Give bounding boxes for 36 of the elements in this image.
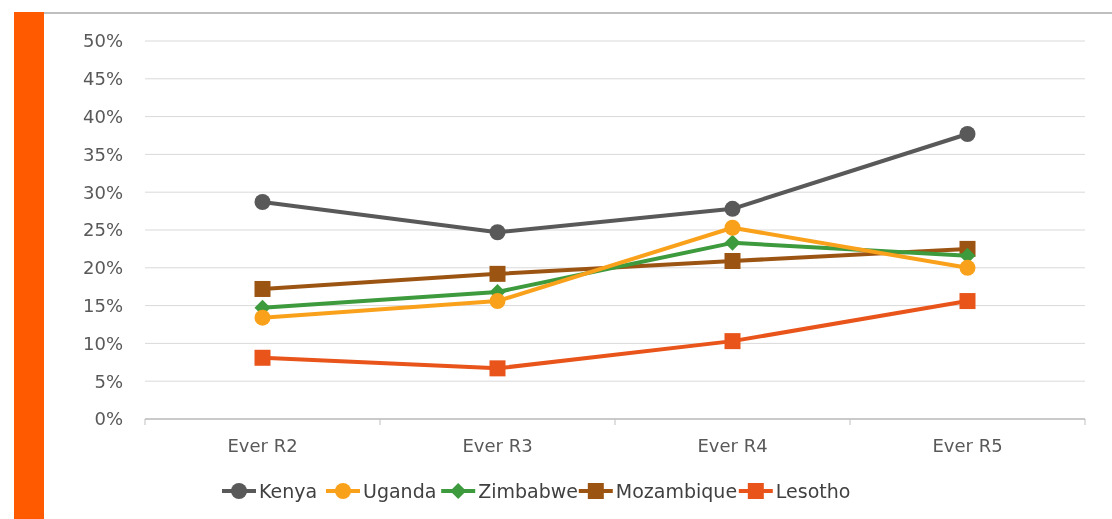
y-tick-label: 20% bbox=[82, 257, 123, 279]
legend-label: Mozambique bbox=[615, 479, 738, 502]
y-tick-label: 50% bbox=[82, 30, 123, 52]
point bbox=[959, 259, 976, 276]
point bbox=[724, 219, 741, 236]
y-tick-label: 5% bbox=[94, 370, 123, 392]
point bbox=[724, 333, 741, 350]
point bbox=[254, 194, 271, 211]
y-tick-label: 30% bbox=[82, 181, 123, 203]
x-tick-label: Ever R5 bbox=[932, 435, 1003, 456]
legend-label: Lesotho bbox=[775, 479, 851, 502]
x-tick-label: Ever R2 bbox=[227, 435, 298, 456]
point bbox=[724, 200, 741, 217]
y-tick-label: 35% bbox=[82, 143, 123, 165]
y-tick-label: 40% bbox=[82, 105, 123, 127]
legend-label: Uganda bbox=[363, 479, 437, 502]
point bbox=[724, 234, 741, 251]
point bbox=[489, 265, 506, 282]
point bbox=[489, 224, 506, 241]
point bbox=[724, 253, 741, 269]
point bbox=[959, 293, 976, 310]
point bbox=[254, 309, 271, 326]
x-tick-label: Ever R4 bbox=[697, 435, 768, 456]
point bbox=[489, 360, 506, 377]
x-tick-label: Ever R3 bbox=[462, 435, 533, 456]
legend-label: Zimbabwe bbox=[478, 479, 578, 502]
point bbox=[489, 293, 506, 310]
point bbox=[254, 280, 271, 297]
y-tick-label: 0% bbox=[94, 408, 123, 430]
y-tick-label: 10% bbox=[82, 332, 123, 354]
y-tick-label: 25% bbox=[82, 219, 123, 241]
point bbox=[254, 349, 271, 366]
point bbox=[959, 125, 976, 142]
y-tick-label: 15% bbox=[82, 294, 123, 316]
y-tick-label: 45% bbox=[82, 68, 123, 90]
legend-label: Kenya bbox=[259, 479, 318, 502]
